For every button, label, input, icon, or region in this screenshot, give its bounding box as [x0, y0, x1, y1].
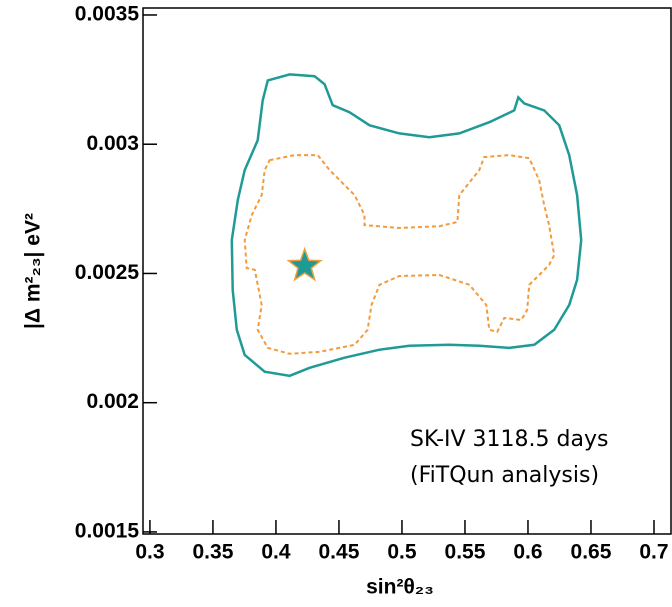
y-tick-label: 0.0015	[75, 519, 140, 542]
y-tick-label: 0.0025	[75, 261, 140, 284]
contour-line	[243, 154, 556, 355]
y-axis-label: |Δ m²₂₃| eV²	[22, 213, 45, 329]
plot-frame	[142, 7, 672, 535]
x-tick-label: 0.35	[193, 541, 234, 564]
x-tick-label: 0.5	[387, 541, 417, 564]
y-tick-label: 0.0035	[75, 3, 140, 26]
annotation: (FiTQun analysis)	[410, 463, 599, 488]
contour-line	[230, 73, 583, 378]
x-tick-label: 0.4	[261, 541, 291, 564]
x-tick-label: 0.3	[135, 541, 164, 564]
best-fit-star	[286, 246, 323, 282]
x-tick-label: 0.65	[571, 541, 612, 564]
x-tick-label: 0.6	[513, 541, 542, 564]
x-tick-label: 0.55	[445, 541, 486, 564]
annotation: SK-IV 3118.5 days	[410, 427, 608, 452]
y-tick-label: 0.003	[86, 132, 139, 155]
x-axis-label: sin²θ₂₃	[366, 576, 434, 599]
x-tick-label: 0.7	[639, 541, 668, 564]
y-tick-label: 0.002	[86, 390, 139, 413]
x-tick-label: 0.45	[319, 541, 360, 564]
